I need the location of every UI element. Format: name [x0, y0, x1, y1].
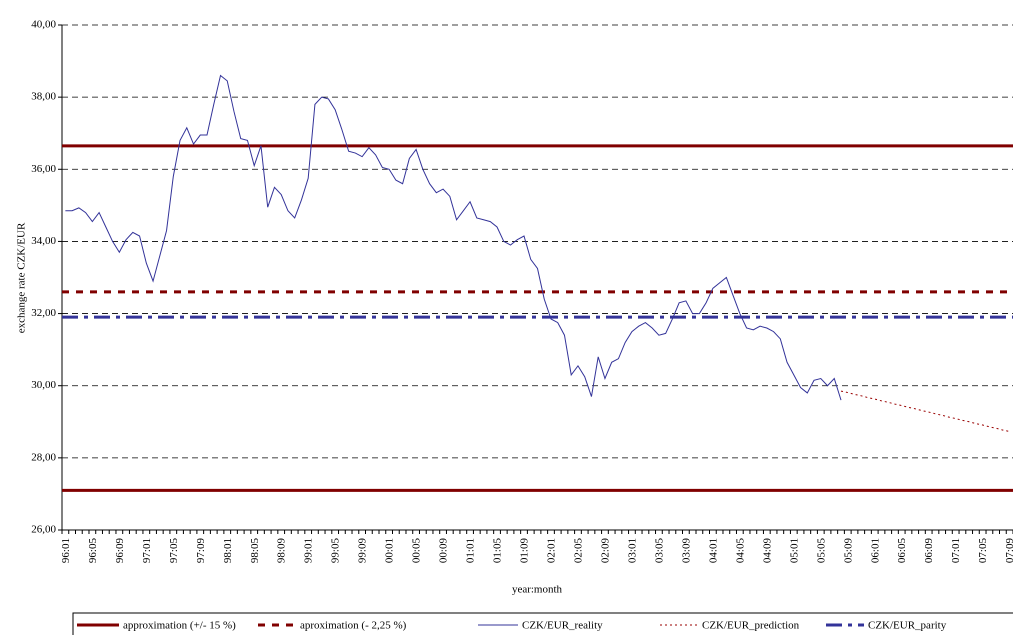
x-tick-label: 01:01 — [465, 538, 477, 563]
x-tick-label: 00:05 — [411, 538, 423, 564]
x-tick-label: 97:09 — [195, 538, 207, 564]
x-tick-label: 01:05 — [492, 538, 504, 564]
x-tick-label: 04:05 — [734, 538, 746, 564]
x-tick-label: 06:05 — [896, 538, 908, 564]
y-tick-label: 28,00 — [31, 451, 56, 463]
x-tick-label: 96:05 — [87, 538, 99, 564]
legend-label: CZK/EUR_parity — [868, 620, 947, 632]
x-tick-label: 98:05 — [249, 538, 261, 564]
x-tick-label: 05:01 — [788, 538, 800, 563]
x-tick-label: 99:05 — [330, 538, 342, 564]
x-tick-label: 05:09 — [842, 538, 854, 564]
x-tick-label: 04:01 — [707, 538, 719, 563]
x-tick-label: 98:09 — [276, 538, 288, 564]
x-tick-label: 03:05 — [653, 538, 665, 564]
x-tick-label: 07:05 — [977, 538, 989, 564]
x-tick-label: 07:09 — [1004, 538, 1013, 564]
x-tick-label: 07:01 — [950, 538, 962, 563]
legend-label: CZK/EUR_reality — [522, 620, 603, 632]
x-tick-label: 02:01 — [546, 538, 558, 563]
x-tick-label: 06:09 — [923, 538, 935, 564]
x-tick-label: 04:09 — [761, 538, 773, 564]
y-axis-title: exchange rate CZK/EUR — [16, 222, 28, 333]
x-tick-label: 99:09 — [357, 538, 369, 564]
y-tick-label: 36,00 — [31, 163, 56, 175]
legend-label: CZK/EUR_prediction — [702, 620, 800, 632]
x-tick-label: 97:01 — [141, 538, 153, 563]
series-line — [65, 74, 842, 401]
legend-label: aproximation (- 2,25 %) — [300, 620, 407, 632]
series-line — [840, 390, 1010, 433]
x-tick-label: 01:09 — [519, 538, 531, 564]
x-axis-title: year:month — [512, 584, 563, 596]
legend-label: approximation (+/- 15 %) — [123, 620, 236, 632]
x-tick-label: 97:05 — [168, 538, 180, 564]
y-tick-label: 30,00 — [31, 379, 56, 391]
x-tick-label: 00:09 — [438, 538, 450, 564]
y-tick-label: 38,00 — [31, 91, 56, 103]
x-tick-label: 05:05 — [815, 538, 827, 564]
x-tick-label: 02:09 — [599, 538, 611, 564]
x-tick-label: 03:09 — [680, 538, 692, 564]
x-tick-label: 98:01 — [222, 538, 234, 563]
x-tick-label: 06:01 — [869, 538, 881, 563]
y-tick-label: 40,00 — [31, 19, 56, 31]
y-tick-label: 32,00 — [31, 307, 56, 319]
x-tick-label: 02:05 — [572, 538, 584, 564]
y-tick-label: 34,00 — [31, 235, 56, 247]
x-tick-label: 00:01 — [384, 538, 396, 563]
x-tick-label: 03:01 — [626, 538, 638, 563]
x-tick-label: 99:01 — [303, 538, 315, 563]
y-tick-label: 26,00 — [31, 524, 56, 536]
x-tick-label: 96:09 — [114, 538, 126, 564]
legend-box — [72, 612, 1013, 635]
x-tick-label: 96:01 — [60, 538, 72, 563]
